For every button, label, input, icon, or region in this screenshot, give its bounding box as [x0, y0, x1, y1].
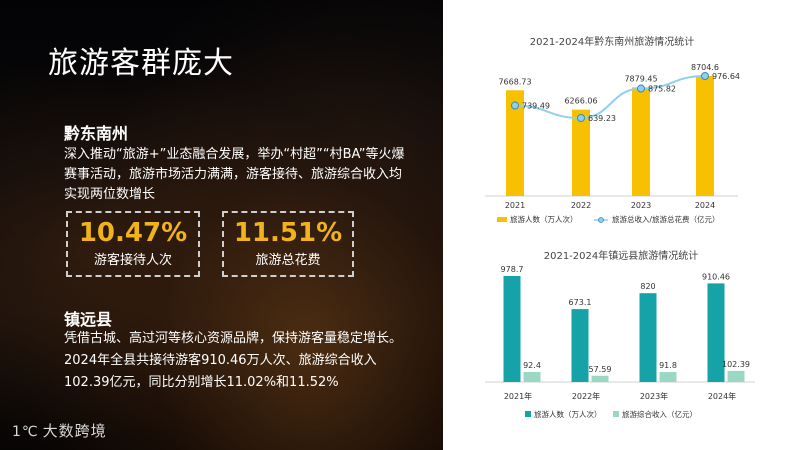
chart1-bar	[696, 76, 714, 196]
chart1-x-tick: 2023	[631, 201, 651, 210]
chart1-line-label: 875.82	[648, 85, 676, 94]
chart2-bar-income	[523, 371, 541, 382]
stat-value: 11.51%	[233, 218, 343, 248]
chart2-bar-label: 57.59	[589, 365, 612, 374]
chart2-legend-label: 旅游综合收入（亿元）	[622, 409, 697, 419]
stat-label: 旅游总花费	[255, 253, 321, 268]
stat-label: 游客接待人次	[93, 253, 172, 268]
chart1-series-line	[514, 75, 706, 120]
section-heading-qiandongnan: 黔东南州	[64, 124, 129, 143]
chart2-title: 2021-2024年镇远县旅游情况统计	[544, 249, 699, 262]
chart2-legend-swatch	[613, 411, 619, 417]
chart1-line-point	[701, 72, 709, 80]
chart1-title: 2021-2024年黔东南州旅游情况统计	[530, 35, 695, 48]
chart2-bar-visitors	[707, 283, 725, 382]
chart1-bar-label: 6266.06	[564, 97, 597, 106]
chart1-bar	[506, 90, 524, 196]
chart1-legend-swatch-bar	[497, 217, 507, 222]
chart1-line-label: 739.49	[522, 102, 550, 111]
page-title: 旅游客群庞大	[48, 46, 234, 81]
chart2-x-tick: 2021年	[504, 391, 532, 401]
chart2-bar-label: 978.7	[501, 265, 524, 274]
brand-logo: 1℃ 大数跨境	[12, 420, 107, 441]
chart2-legend-swatch	[525, 411, 531, 417]
chart2-bar-visitors	[639, 293, 657, 382]
chart2-bar-label: 820	[640, 282, 655, 291]
chart2-bar-label: 102.39	[722, 360, 750, 369]
chart2-legend-label: 旅游人数（万人次）	[534, 409, 602, 419]
chart1-x-tick: 2024	[695, 201, 715, 210]
stat-box-visitors: 10.47% 游客接待人次	[66, 211, 200, 277]
chart2-bar-income	[727, 370, 745, 382]
chart1-line-label: 639.23	[588, 114, 616, 123]
chart2-bar-label: 910.46	[702, 272, 730, 281]
section-text-zhenyuan: 凭借古城、高过河等核心资源品牌，保持游客量稳定增长。2024年全县共接待游客91…	[64, 331, 403, 390]
chart1-x-tick: 2021	[505, 201, 525, 210]
chart1-bar	[632, 87, 650, 196]
section-text-qiandongnan: 深入推动“旅游+”业态融合发展，举办“村超”“村BA”等火爆赛事活动，旅游市场活…	[64, 147, 405, 202]
chart1-line-point	[577, 114, 585, 122]
chart2-bar-income	[591, 375, 609, 382]
chart1-line-point	[511, 101, 519, 110]
chart2-x-tick: 2024年	[708, 391, 736, 401]
chart1-line-label: 976.64	[712, 72, 740, 81]
chart1-legend-marker	[598, 217, 604, 223]
chart1-bar-label: 7668.73	[498, 77, 531, 86]
logo-icon: 1℃	[12, 424, 39, 440]
chart2-bar-label: 91.8	[659, 361, 677, 370]
section-heading-zhenyuan: 镇远县	[64, 310, 113, 329]
chart2-bar-visitors	[571, 309, 589, 382]
chart1-x-tick: 2022	[571, 201, 591, 210]
chart1-legend-label: 旅游人数（万人次）	[510, 214, 578, 224]
chart2-x-tick: 2022年	[572, 391, 600, 401]
chart1-bar	[572, 109, 590, 196]
chart2-bar-label: 92.4	[523, 361, 541, 370]
chart2-bar-label: 673.1	[569, 298, 592, 307]
chart2-bar-visitors	[503, 276, 521, 382]
chart1-legend-label: 旅游总收入/旅游总花费（亿元）	[612, 214, 720, 224]
chart1-line-point	[637, 84, 645, 93]
stat-value: 10.47%	[78, 218, 188, 248]
logo-text: 大数跨境	[42, 422, 107, 440]
stat-box-spending: 11.51% 旅游总花费	[222, 211, 354, 277]
chart1-bar-label: 7879.45	[624, 74, 657, 83]
background-photo	[0, 0, 443, 450]
chart2-x-tick: 2023年	[640, 391, 668, 401]
chart2-bar-income	[659, 372, 677, 382]
chart1-bar-label: 8704.6	[691, 63, 719, 72]
